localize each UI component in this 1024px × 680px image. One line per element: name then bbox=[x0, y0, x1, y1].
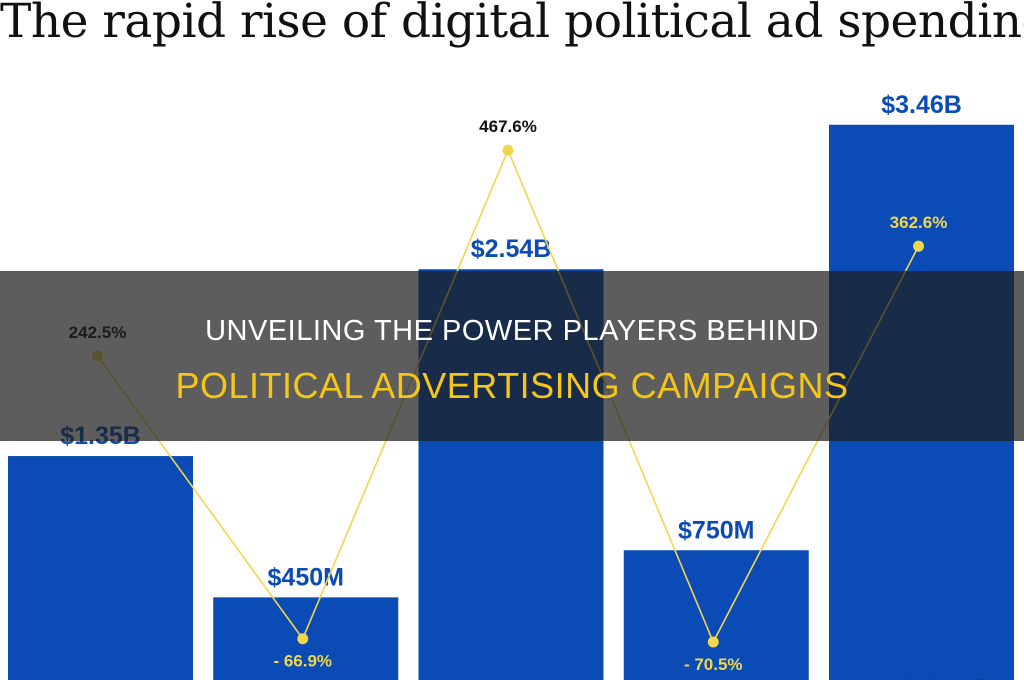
x-tick-label: 2020 bbox=[80, 677, 120, 680]
x-tick-label: 2021 bbox=[286, 677, 326, 680]
chart-title: The rapid rise of digital political ad s… bbox=[0, 0, 1024, 49]
bar-label: $450M bbox=[268, 563, 344, 591]
x-tick-label: 2023 bbox=[696, 677, 736, 680]
bar-label: $750M bbox=[678, 516, 754, 544]
line-point bbox=[297, 633, 309, 645]
bar-2020 bbox=[8, 456, 193, 680]
bar-2023 bbox=[623, 550, 809, 680]
banner-line-2: POLITICAL ADVERTISING CAMPAIGNS bbox=[175, 365, 849, 406]
x-tick-label: 2022 bbox=[491, 677, 531, 680]
bar-label: $3.46B bbox=[881, 91, 962, 119]
line-point bbox=[913, 240, 924, 252]
overlay-banner: UNVEILING THE POWER PLAYERS BEHIND POLIT… bbox=[0, 271, 1024, 441]
line-label: - 66.9% bbox=[273, 652, 332, 671]
line-label: 467.6% bbox=[479, 117, 537, 136]
line-label: - 70.5% bbox=[684, 655, 743, 674]
line-point bbox=[502, 144, 514, 156]
line-point bbox=[707, 636, 719, 648]
line-label: 362.6% bbox=[890, 213, 948, 232]
x-tick-label: 2024 (projected) bbox=[856, 677, 987, 680]
banner-line-1: UNVEILING THE POWER PLAYERS BEHIND bbox=[205, 315, 819, 347]
bar-label: $2.54B bbox=[471, 235, 552, 263]
